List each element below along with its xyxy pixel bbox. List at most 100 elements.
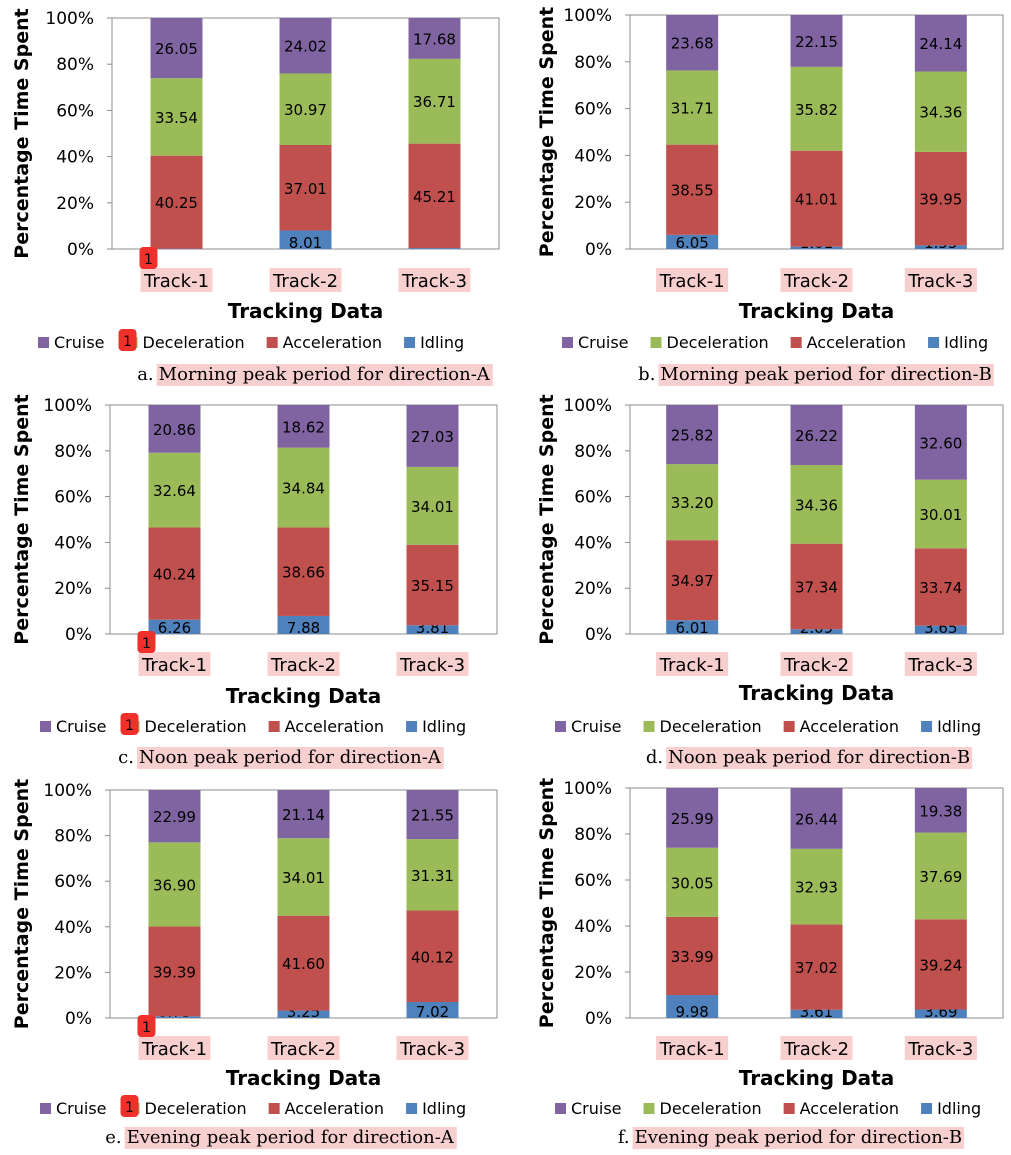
bar-segment-acceleration	[279, 145, 332, 231]
badge-label: 1	[123, 334, 132, 350]
data-label: 31.31	[411, 867, 454, 885]
caption-prefix: c.	[118, 747, 134, 768]
data-label: 19.38	[919, 802, 962, 820]
y-tick-label: 0%	[65, 1009, 92, 1029]
category-highlight	[396, 652, 469, 676]
caption-text: Evening peak period for direction-A	[127, 1127, 455, 1148]
bar-segment-deceleration	[666, 70, 719, 145]
legend-swatch-acceleration	[790, 337, 802, 348]
data-label: 38.55	[671, 182, 714, 200]
y-tick-label: 80%	[574, 53, 612, 73]
y-tick-label: 20%	[54, 579, 92, 599]
bar-segment-cruise	[277, 405, 330, 448]
bar-segment-deceleration	[150, 78, 203, 156]
bar-segment-cruise	[666, 405, 719, 465]
y-tick-label: 80%	[54, 827, 92, 847]
data-label: 45.21	[413, 188, 456, 206]
legend-swatch-acceleration	[783, 1103, 795, 1114]
data-label: 24.02	[284, 38, 327, 56]
bar-segment-idling	[790, 246, 843, 249]
data-label: 34.36	[795, 496, 838, 514]
data-label: 9.98	[675, 1003, 708, 1021]
bar-segment-acceleration	[277, 527, 330, 616]
data-label: 33.99	[671, 948, 714, 966]
chart-panel-a: 0%20%40%60%80%100%Percentage Time Spent0…	[11, 8, 500, 386]
bar-segment-acceleration	[148, 926, 201, 1017]
bar-segment-deceleration	[666, 847, 719, 917]
y-tick-label: 100%	[563, 779, 612, 799]
legend-label-idling: Idling	[944, 333, 988, 352]
bar-segment-cruise	[406, 790, 459, 840]
chart-panel-e: 0%20%40%60%80%100%Percentage Time Spent0…	[11, 779, 498, 1149]
caption-highlight	[658, 364, 994, 386]
y-tick-label: 80%	[574, 442, 612, 462]
legend-swatch-cruise	[555, 1103, 566, 1114]
data-label: 33.74	[919, 579, 962, 597]
bar-segment-cruise	[790, 404, 843, 466]
badge-marker	[120, 1095, 139, 1117]
bar-segment-cruise	[406, 405, 459, 467]
bar-segment-acceleration	[408, 143, 461, 249]
data-label: 37.69	[919, 868, 962, 886]
data-label: 26.05	[155, 40, 198, 58]
category-label: Track-2	[270, 1039, 336, 1060]
bar-segment-cruise	[914, 15, 967, 72]
data-label: 30.05	[671, 874, 714, 892]
y-tick-label: 60%	[574, 871, 612, 891]
category-label: Track-1	[659, 271, 725, 292]
data-label: 37.01	[284, 180, 327, 198]
caption-prefix: d.	[646, 747, 663, 768]
y-tick-label: 40%	[574, 533, 612, 553]
y-tick-label: 40%	[574, 146, 612, 166]
x-axis-title: Tracking Data	[226, 1066, 382, 1090]
data-label: 25.99	[671, 810, 714, 828]
data-label: 38.66	[282, 564, 325, 582]
y-tick-label: 60%	[574, 100, 612, 120]
bar-segment-idling	[914, 1009, 967, 1018]
badge-label: 1	[142, 1020, 151, 1036]
caption-text: Noon peak period for direction-A	[139, 747, 442, 768]
bar-segment-cruise	[408, 18, 461, 59]
y-tick-label: 80%	[56, 55, 94, 75]
bar-segment-deceleration	[914, 479, 967, 549]
data-label: 24.14	[919, 35, 962, 53]
legend-swatch-cruise	[40, 721, 51, 732]
data-label: 25.82	[671, 427, 714, 445]
data-label: 33.54	[155, 109, 198, 127]
bar-segment-cruise	[914, 405, 967, 480]
y-tick-label: 0%	[585, 240, 612, 260]
data-label: 35.82	[795, 101, 838, 119]
bar-segment-acceleration	[790, 150, 843, 247]
data-label: 31.71	[671, 100, 714, 118]
caption-prefix: b.	[638, 364, 655, 385]
bar-segment-deceleration	[914, 71, 967, 152]
bar-segment-acceleration	[666, 144, 719, 235]
bar-segment-idling	[279, 230, 332, 249]
legend-swatch-acceleration	[268, 1103, 280, 1114]
bar-segment-cruise	[279, 17, 332, 74]
data-label: 37.34	[795, 578, 838, 596]
legend-swatch-deceleration	[650, 337, 662, 348]
y-tick-label: 60%	[56, 101, 94, 121]
bar-segment-idling	[666, 234, 719, 249]
y-tick-label: 20%	[574, 579, 612, 599]
y-tick-label: 0%	[65, 625, 92, 645]
bar-segment-deceleration	[148, 842, 201, 927]
bar-segment-idling	[406, 1001, 459, 1018]
data-label: 39.24	[919, 956, 962, 974]
legend-label-deceleration: Deceleration	[667, 333, 769, 352]
chart-panel-b: 0% 20% 40% 60% 80% 100%Percentage Time Spent 6…	[536, 6, 1004, 386]
y-axis-label: Percentage Time Spent	[11, 779, 33, 1029]
bar-segment-idling	[666, 620, 719, 634]
category-label: Track-1	[143, 271, 209, 292]
y-tick-label: 80%	[54, 442, 92, 462]
category-label: Track-3	[399, 1039, 465, 1060]
bar-segment-idling	[148, 619, 201, 634]
data-label: 27.03	[411, 428, 454, 446]
data-label: 34.01	[411, 498, 454, 516]
y-tick-label: 100%	[43, 396, 92, 416]
caption-highlight	[124, 1127, 457, 1149]
y-tick-label: 40%	[54, 918, 92, 938]
legend-swatch-cruise	[562, 337, 573, 348]
legend-swatch-cruise	[38, 337, 49, 348]
